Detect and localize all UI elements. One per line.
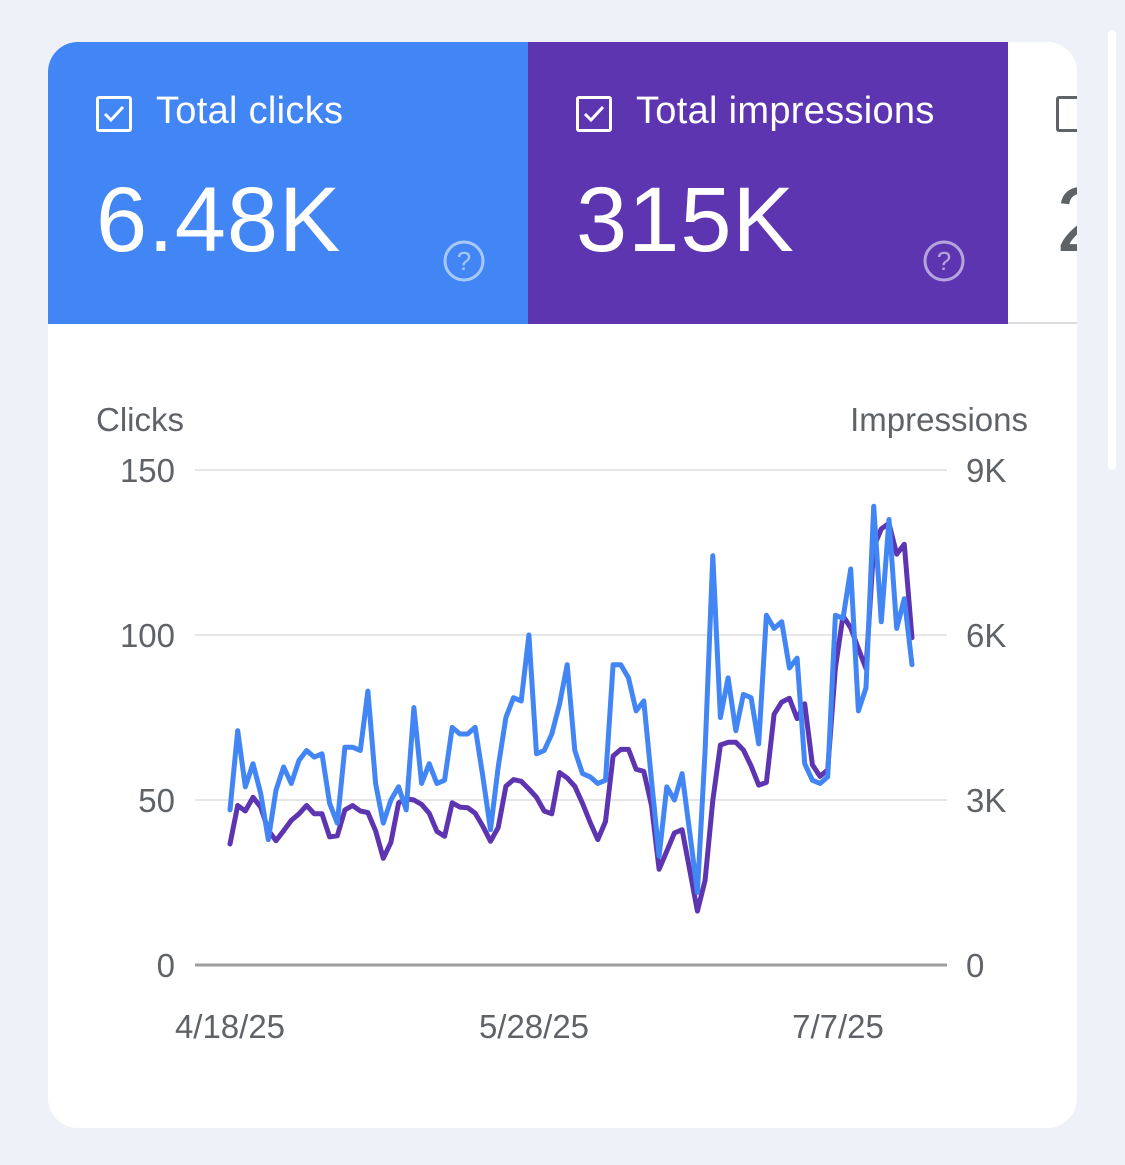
series-line-total-impressions[interactable]: [227, 520, 915, 914]
help-icon[interactable]: ?: [922, 239, 966, 283]
y-right-tick-label: 3K: [966, 782, 1006, 819]
metric-tabs: Total clicks 6.48K ? Total impressions 3…: [48, 42, 1077, 324]
metric-value: 6.48K: [96, 169, 342, 271]
svg-text:?: ?: [937, 246, 951, 276]
y-right-tick-label: 9K: [966, 452, 1006, 489]
y-left-tick-label: 50: [138, 782, 175, 819]
checkbox-ctr[interactable]: [1056, 96, 1077, 132]
check-icon: [103, 105, 125, 123]
scrollbar[interactable]: [1108, 30, 1116, 470]
metric-tab-total-clicks[interactable]: Total clicks 6.48K ?: [48, 42, 528, 324]
metric-tab-ctr[interactable]: 2: [1008, 42, 1077, 324]
y-right-tick-label: 6K: [966, 617, 1006, 654]
svg-text:?: ?: [457, 246, 471, 276]
checkbox-total-clicks[interactable]: [96, 96, 132, 132]
line-chart: Clicks Impressions 150 9K 100 6K 50 3K 0 0 4/18…: [96, 401, 1028, 1045]
check-icon: [583, 105, 605, 123]
y-left-tick-label: 150: [120, 452, 175, 489]
performance-card: Total clicks 6.48K ? Total impressions 3…: [48, 42, 1077, 1128]
checkbox-total-impressions[interactable]: [576, 96, 612, 132]
x-tick-label: 5/28/25: [479, 1008, 589, 1045]
y-left-tick-label: 0: [157, 947, 175, 984]
y-right-tick-label: 0: [966, 947, 984, 984]
help-icon[interactable]: ?: [442, 239, 486, 283]
metric-value: 315K: [576, 169, 795, 271]
x-tick-label: 4/18/25: [175, 1008, 285, 1045]
metric-tab-total-impressions[interactable]: Total impressions 315K ?: [528, 42, 1008, 324]
y-axis-right-label: Impressions: [850, 401, 1028, 438]
metric-value: 2: [1056, 168, 1077, 273]
x-tick-label: 7/7/25: [792, 1008, 884, 1045]
metric-label: Total impressions: [636, 90, 935, 132]
y-axis-left-label: Clicks: [96, 401, 184, 438]
y-left-tick-label: 100: [120, 617, 175, 654]
metric-label: Total clicks: [156, 90, 344, 132]
series-line-total-clicks[interactable]: [227, 503, 915, 895]
